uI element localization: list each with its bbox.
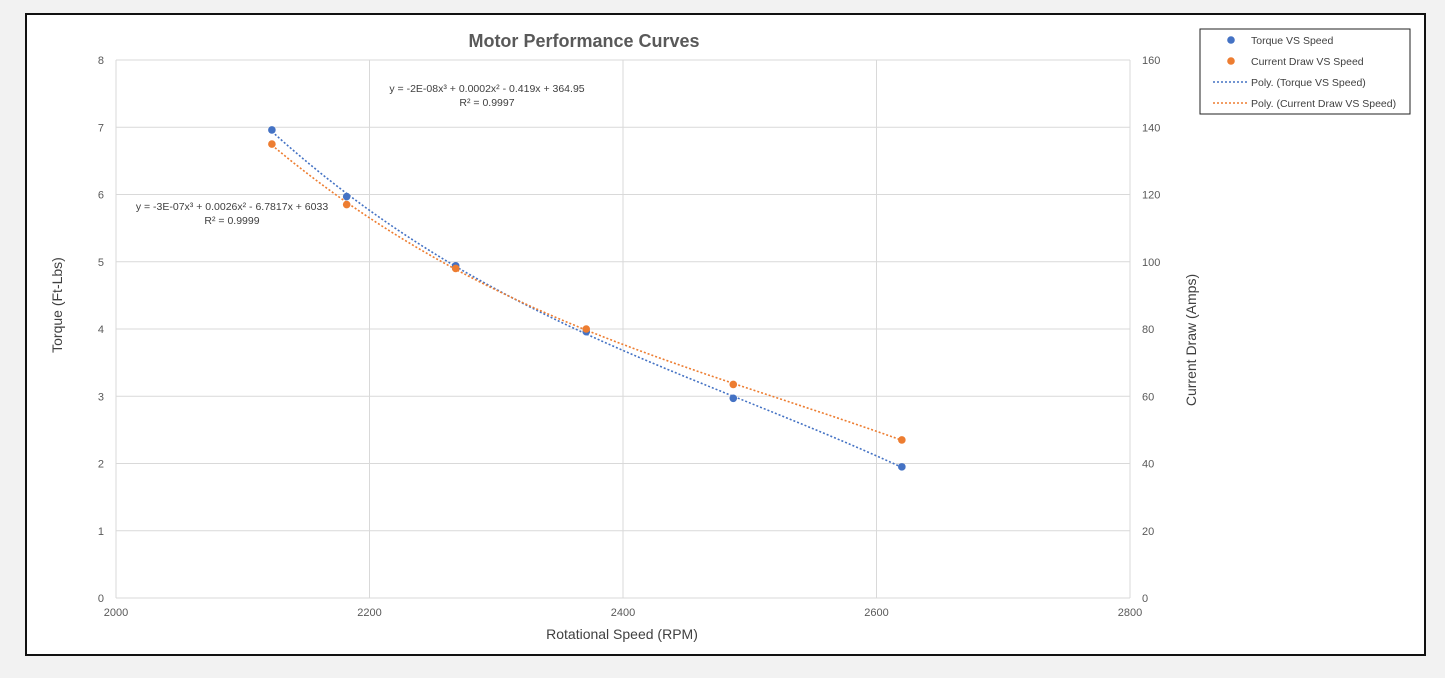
current-point (729, 380, 738, 389)
current-point (342, 200, 351, 209)
x-tick-label: 2400 (611, 607, 635, 619)
y2-tick-label: 0 (1142, 593, 1148, 605)
y-tick-label: 8 (98, 55, 104, 67)
y-tick-label: 5 (98, 257, 104, 269)
x-tick-label: 2800 (1118, 607, 1142, 619)
torque-point (342, 192, 351, 201)
current-point (582, 325, 591, 333)
chart-frame (25, 13, 1426, 656)
torque-point (729, 394, 738, 403)
legend-label-torque: Torque VS Speed (1251, 35, 1333, 47)
trendline-current (271, 144, 903, 441)
x-tick-label: 2000 (104, 607, 128, 619)
y-tick-label: 1 (98, 526, 104, 538)
torque-point (898, 463, 906, 471)
trendline-r2-torque: R² = 0.9997 (459, 97, 514, 109)
y-tick-label: 7 (98, 122, 104, 134)
y2-tick-label: 140 (1142, 122, 1160, 134)
trendline-equation-torque: y = -2E-08x³ + 0.0002x² - 0.419x + 364.9… (389, 83, 584, 95)
y2-tick-label: 20 (1142, 526, 1154, 538)
x-axis-label: Rotational Speed (RPM) (546, 626, 698, 642)
y-tick-label: 2 (98, 459, 104, 471)
chart-labels: Motor Performance Curves Rotational Spee… (49, 31, 1199, 642)
y2-tick-label: 40 (1142, 459, 1154, 471)
y-tick-label: 4 (98, 324, 104, 336)
y2-tick-label: 160 (1142, 55, 1160, 67)
y2-tick-label: 60 (1142, 391, 1154, 403)
y-tick-label: 6 (98, 190, 104, 202)
y-tick-label: 3 (98, 391, 104, 403)
x-tick-label: 2600 (864, 607, 888, 619)
legend-label-torque-trend: Poly. (Torque VS Speed) (1251, 77, 1366, 89)
legend-label-current-trend: Poly. (Current Draw VS Speed) (1251, 98, 1396, 110)
current-point (451, 264, 460, 273)
legend-marker-torque (1227, 36, 1235, 44)
y2-tick-label: 100 (1142, 257, 1160, 269)
y-axis-label: Torque (Ft-Lbs) (49, 257, 65, 353)
y-tick-label: 0 (98, 593, 104, 605)
x-tick-label: 2200 (357, 607, 381, 619)
trendlines (271, 130, 903, 469)
trendline-equation-current: y = -3E-07x³ + 0.0026x² - 6.7817x + 6033 (136, 201, 328, 213)
legend-marker-current (1227, 57, 1235, 65)
legend: Torque VS Speed Current Draw VS Speed Po… (1199, 28, 1411, 115)
current-point (268, 140, 276, 148)
legend-label-current: Current Draw VS Speed (1251, 56, 1364, 68)
y2-tick-label: 120 (1142, 190, 1160, 202)
grid-lines (115, 59, 1131, 599)
trendline-r2-current: R² = 0.9999 (204, 215, 259, 227)
data-points (268, 126, 906, 471)
legend-box (1199, 28, 1411, 115)
y2-axis-label: Current Draw (Amps) (1183, 274, 1199, 406)
current-point (898, 436, 906, 444)
torque-point (268, 126, 276, 134)
chart-title: Motor Performance Curves (468, 31, 699, 51)
y2-tick-label: 80 (1142, 324, 1154, 336)
trendline-torque (271, 130, 903, 469)
